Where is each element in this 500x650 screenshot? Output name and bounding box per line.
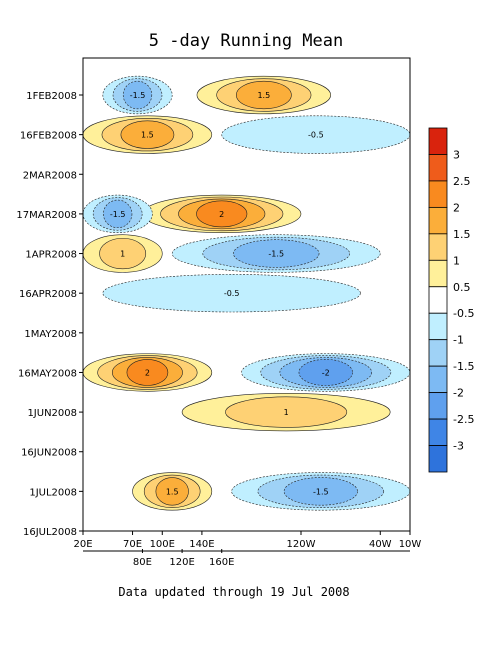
colorbar-swatch <box>428 180 448 208</box>
anomaly-band <box>241 353 410 392</box>
contour-label: -1.5 <box>313 487 329 496</box>
y-tick-label: 16MAY2008 <box>18 368 77 379</box>
contour-label: -2 <box>322 368 330 377</box>
anomaly-contour <box>298 359 353 386</box>
y-tick-label: 1JUL2008 <box>29 487 77 498</box>
x-tick-label: 70E <box>123 539 142 550</box>
anomaly-band <box>102 274 361 313</box>
colorbar-label: 3 <box>453 148 460 161</box>
colorbar-swatch <box>428 206 448 235</box>
colorbar-swatch <box>428 286 448 314</box>
colorbar: 3 2.5 2 1.5 1 0.5 -0.5 -1 -1.5 -2 -2.5 -3 <box>428 127 474 473</box>
y-tick-label: 2MAR2008 <box>23 170 77 181</box>
colorbar-swatch <box>428 154 448 182</box>
colorbar-label: -1.5 <box>453 360 474 373</box>
anomaly-contour <box>122 80 153 110</box>
x-tick-label: 10W <box>399 539 422 550</box>
colorbar-label: -1 <box>453 334 464 347</box>
colorbar-label: -2.5 <box>453 413 474 426</box>
x-tick-label: 140E <box>189 539 214 550</box>
anomaly-contour <box>102 274 361 313</box>
y-tick-label: 16JUN2008 <box>21 448 77 459</box>
anomaly-band <box>181 392 391 432</box>
y-tick-label: 1JUN2008 <box>27 408 77 419</box>
anomaly-band <box>83 115 213 154</box>
contour-label: 2 <box>145 368 150 377</box>
contour-label: 1 <box>120 250 125 259</box>
anomaly-band <box>142 194 302 234</box>
y-tick-label: 1MAY2008 <box>24 329 77 340</box>
anomaly-band <box>196 75 332 115</box>
contour-label: 1.5 <box>166 487 179 496</box>
colorbar-label: -2 <box>453 387 464 400</box>
y-tick-label: 17MAR2008 <box>16 210 77 221</box>
colorbar-label: 0.5 <box>453 281 471 294</box>
anomaly-contour <box>283 477 358 506</box>
plot-frame <box>82 57 411 532</box>
x-tick-label: 40W <box>369 539 392 550</box>
y-tick-label: 16APR2008 <box>19 289 77 300</box>
anomaly-contour <box>221 115 410 154</box>
x-tick-label: 80E <box>133 557 152 568</box>
y-axis: 1FEB2008 16FEB2008 2MAR2008 17MAR2008 1APR20… <box>16 91 83 538</box>
colorbar-swatch <box>428 392 448 420</box>
y-tick-label: 16JUL2008 <box>23 527 77 538</box>
colorbar-swatch <box>428 418 448 446</box>
anomaly-contour <box>103 199 133 229</box>
anomaly-band <box>221 115 410 154</box>
anomaly-contour <box>225 396 348 428</box>
colorbar-swatch <box>428 365 448 394</box>
anomaly-band <box>171 234 381 273</box>
colorbar-label: 2 <box>453 201 460 214</box>
anomaly-contour <box>99 237 147 270</box>
x-tick-label: 20E <box>73 539 92 550</box>
chart-title: 5 -day Running Mean <box>149 31 343 51</box>
x-axis: 20E 70E 100E 140E 120W 40W 10W 80E 120E 160E <box>73 531 421 568</box>
anomaly-band <box>83 234 163 273</box>
anomaly-band <box>102 75 173 115</box>
anomaly-band <box>231 472 410 511</box>
contour-label: 2 <box>219 210 224 219</box>
colorbar-swatch <box>428 233 448 261</box>
contour-label-group: 1.5 -1.5 1.5 -0.5 2 -1.5 -1.5 1 -0.5 -2 2 1 1.5 -1.5 <box>110 91 330 496</box>
colorbar-swatch <box>428 259 448 288</box>
contour-label: 1.5 <box>257 91 270 100</box>
anomaly-contour <box>196 200 248 228</box>
colorbar-swatch <box>428 312 448 341</box>
y-tick-label: 1FEB2008 <box>26 91 77 102</box>
colorbar-swatch <box>428 445 448 473</box>
x-tick-label: 160E <box>209 557 234 568</box>
contour-label: -1.5 <box>130 91 146 100</box>
y-tick-label: 16FEB2008 <box>20 131 77 142</box>
anomaly-contour <box>126 359 169 386</box>
contour-label: 1.5 <box>141 131 154 140</box>
data-updated-footnote: Data updated through 19 Jul 2008 <box>118 585 349 599</box>
anomaly-contour <box>235 80 292 110</box>
colorbar-label: 2.5 <box>453 175 471 188</box>
anomaly-contour <box>155 477 189 506</box>
x-tick-label: 120W <box>287 539 316 550</box>
contour-label: 1 <box>284 408 289 417</box>
contour-label: -1.5 <box>110 210 126 219</box>
anomaly-band <box>83 353 213 392</box>
contour-label: -0.5 <box>224 289 240 298</box>
contour-label: -0.5 <box>308 131 324 140</box>
x-tick-label: 100E <box>150 539 175 550</box>
colorbar-label: 1.5 <box>453 228 471 241</box>
colorbar-label: -3 <box>453 440 464 453</box>
y-tick-label: 1APR2008 <box>25 250 77 261</box>
colorbar-label: -0.5 <box>453 307 474 320</box>
colorbar-label: 1 <box>453 254 460 267</box>
anomaly-contour <box>120 120 175 149</box>
anomaly-band <box>132 472 213 511</box>
x-tick-label: 120E <box>169 557 194 568</box>
colorbar-swatch <box>428 127 448 155</box>
anomaly-contour <box>233 239 320 268</box>
colorbar-swatch <box>428 339 448 367</box>
anomaly-band <box>83 194 153 234</box>
anomaly-field <box>83 75 410 511</box>
contour-label: -1.5 <box>268 250 284 259</box>
